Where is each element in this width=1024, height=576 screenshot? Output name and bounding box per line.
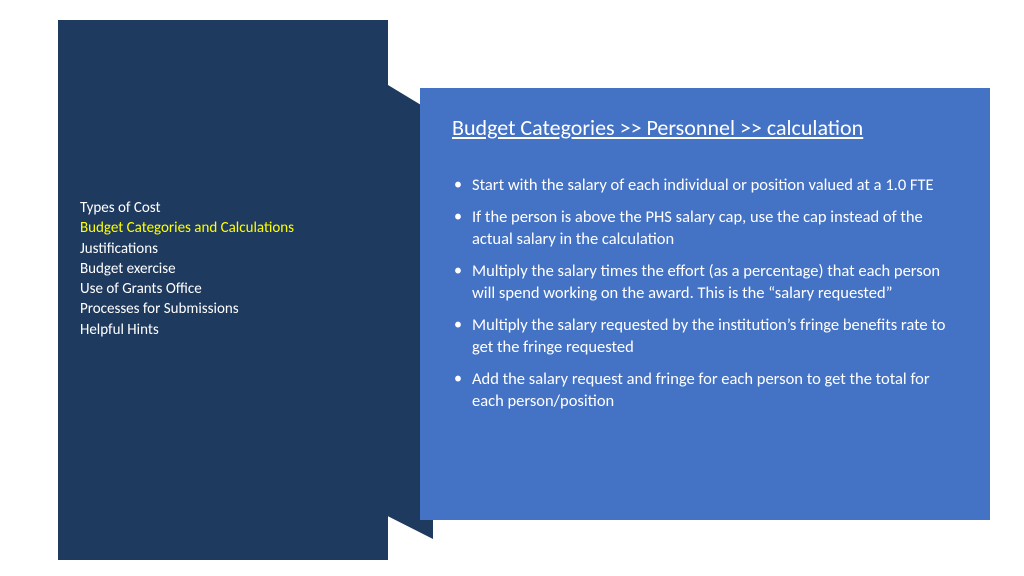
nav-item-grants-office[interactable]: Use of Grants Office	[80, 279, 294, 299]
bullet-item: Add the salary request and fringe for ea…	[452, 369, 960, 412]
nav-item-processes[interactable]: Processes for Submissions	[80, 299, 294, 319]
bullet-item: If the person is above the PHS salary ca…	[452, 207, 960, 250]
nav-item-budget-categories[interactable]: Budget Categories and Calculations	[80, 218, 294, 238]
content-panel: Budget Categories >> Personnel >> calcul…	[420, 88, 990, 520]
nav-item-helpful-hints[interactable]: Helpful Hints	[80, 320, 294, 340]
bullet-list: Start with the salary of each individual…	[452, 175, 960, 412]
content-title: Budget Categories >> Personnel >> calcul…	[452, 114, 960, 141]
nav-item-types-of-cost[interactable]: Types of Cost	[80, 198, 294, 218]
nav-item-budget-exercise[interactable]: Budget exercise	[80, 259, 294, 279]
bullet-item: Start with the salary of each individual…	[452, 175, 960, 196]
nav-list: Types of Cost Budget Categories and Calc…	[80, 198, 294, 340]
bullet-item: Multiply the salary times the effort (as…	[452, 261, 960, 304]
left-nav-panel: Types of Cost Budget Categories and Calc…	[58, 20, 388, 560]
nav-item-justifications[interactable]: Justifications	[80, 239, 294, 259]
bullet-item: Multiply the salary requested by the ins…	[452, 315, 960, 358]
